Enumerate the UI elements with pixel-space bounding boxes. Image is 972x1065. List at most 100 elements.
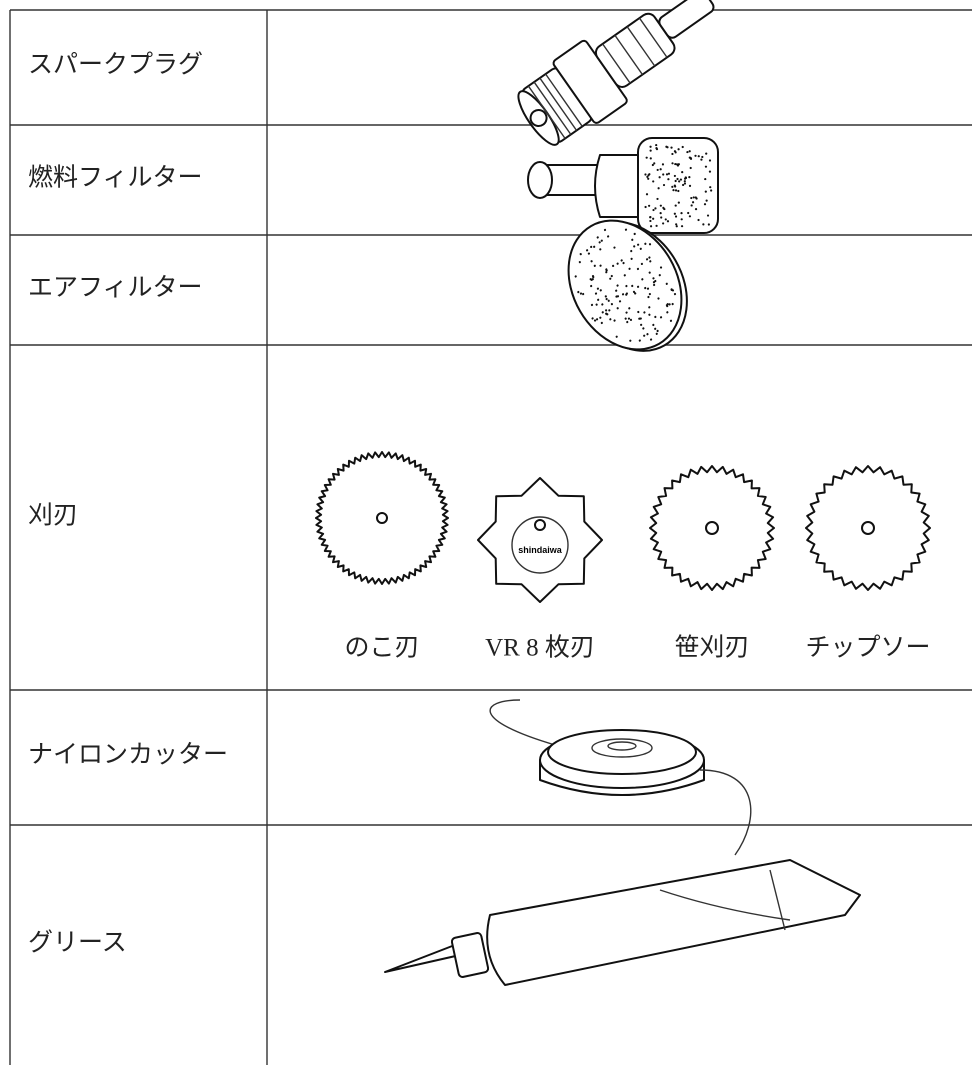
tipsaw-illustration: [805, 465, 931, 591]
texture-dot: [659, 212, 662, 215]
texture-dot: [656, 197, 659, 201]
texture-dot: [598, 241, 601, 244]
texture-dot: [593, 264, 596, 267]
texture-dot: [656, 168, 659, 172]
texture-dot: [649, 219, 652, 223]
texture-dot: [605, 297, 608, 301]
texture-dot: [664, 218, 667, 221]
texture-dot: [587, 252, 591, 255]
texture-dot: [636, 285, 640, 288]
texture-dot: [647, 174, 650, 177]
texture-dot: [675, 225, 678, 228]
texture-dot: [665, 304, 669, 307]
texture-dot: [648, 271, 651, 274]
texture-dot: [638, 339, 641, 342]
texture-dot: [605, 268, 608, 271]
blade-caption: チップソー: [805, 634, 930, 662]
texture-dot: [649, 149, 652, 152]
texture-dot: [629, 339, 632, 342]
texture-dot: [646, 175, 649, 178]
texture-dot: [596, 236, 599, 239]
brand-logo: shindaiwa: [518, 545, 563, 555]
texture-dot: [605, 309, 608, 312]
texture-dot: [655, 332, 658, 335]
texture-dot: [649, 145, 652, 148]
texture-dot: [652, 277, 655, 280]
texture-dot: [593, 245, 596, 248]
texture-dot: [599, 316, 602, 319]
texture-dot: [688, 175, 691, 179]
texture-dot: [669, 319, 673, 322]
texture-dot: [679, 178, 683, 181]
texture-dot: [680, 225, 684, 228]
texture-dot: [671, 302, 674, 306]
texture-dot: [691, 201, 695, 204]
texture-dot: [648, 306, 651, 309]
texture-dot: [629, 318, 633, 321]
texture-dot: [630, 249, 633, 253]
texture-dot: [643, 334, 646, 337]
texture-dot: [704, 177, 707, 181]
saw-blade-illustration: [315, 451, 449, 585]
texture-dot: [676, 177, 679, 181]
texture-dot: [625, 311, 628, 314]
texture-dot: [708, 159, 712, 162]
texture-dot: [662, 222, 665, 225]
texture-dot: [618, 300, 622, 303]
texture-dot: [590, 245, 593, 248]
texture-dot: [658, 274, 661, 277]
texture-dot: [645, 156, 648, 159]
texture-dot: [625, 284, 628, 288]
texture-dot: [662, 183, 666, 187]
texture-dot: [707, 223, 710, 226]
texture-dot: [628, 267, 631, 270]
texture-dot: [659, 204, 662, 207]
texture-dot: [601, 303, 604, 306]
texture-dot: [674, 162, 677, 166]
texture-dot: [644, 205, 647, 209]
texture-dot: [633, 245, 636, 248]
texture-dot: [649, 260, 652, 263]
texture-dot: [666, 146, 669, 149]
blade-caption: のこ刃: [344, 635, 419, 662]
texture-dot: [658, 176, 661, 179]
texture-dot: [637, 310, 640, 314]
texture-dot: [673, 184, 676, 187]
texture-dot: [694, 208, 698, 211]
texture-dot: [678, 180, 681, 183]
texture-dot: [674, 189, 678, 192]
texture-dot: [653, 283, 656, 287]
texture-dot: [639, 247, 642, 250]
texture-dot: [620, 259, 623, 262]
texture-dot: [586, 249, 589, 252]
texture-dot: [607, 235, 610, 238]
texture-dot: [590, 284, 593, 288]
texture-dot: [643, 311, 646, 314]
texture-dot: [608, 309, 611, 312]
texture-dot: [670, 288, 673, 291]
texture-dot: [665, 282, 668, 285]
row-label: エアフィルター: [28, 275, 203, 302]
texture-dot: [645, 193, 649, 196]
texture-dot: [641, 278, 644, 281]
texture-dot: [702, 223, 705, 226]
texture-dot: [595, 303, 598, 306]
texture-dot: [659, 168, 662, 171]
texture-dot: [704, 190, 707, 193]
texture-dot: [661, 163, 665, 166]
texture-dot: [574, 275, 577, 278]
texture-dot: [668, 303, 671, 306]
texture-dot: [673, 293, 677, 296]
texture-dot: [634, 292, 637, 295]
texture-dot: [610, 274, 613, 278]
texture-dot: [651, 163, 654, 167]
nylon-cutter-illustration: [489, 699, 752, 856]
texture-dot: [655, 224, 658, 227]
texture-dot: [673, 212, 676, 215]
texture-dot: [697, 155, 700, 158]
texture-dot: [687, 211, 690, 215]
texture-dot: [665, 173, 669, 176]
texture-dot: [599, 248, 602, 251]
texture-dot: [591, 317, 594, 320]
